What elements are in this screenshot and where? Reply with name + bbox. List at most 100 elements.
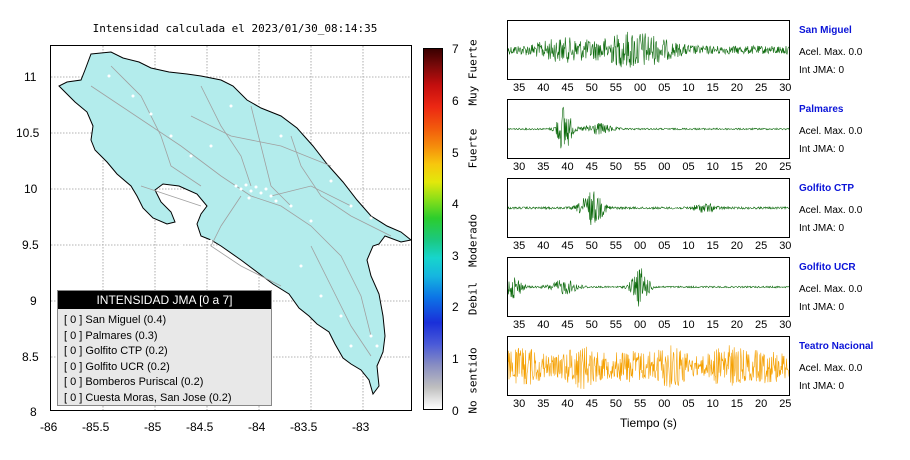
legend-row: [ 0 ] Palmares (0.3) [64,329,158,342]
time-axis-label: Tiempo (s) [620,416,677,430]
station-max-accel: Acel. Max. 0.0 [799,363,863,374]
trace-tick-label: 05 [682,161,695,173]
trace-tick-label: 10 [706,161,719,173]
trace-tick-label: 35 [513,240,526,252]
x-tick-label: -85 [144,420,162,434]
trace-tick-label: 35 [513,319,526,331]
trace-tick-label: 00 [658,398,671,410]
seismogram-trace[interactable] [507,257,790,317]
y-tick-label: 8 [30,405,37,419]
station-jma-intensity: Int JMA: 0 [799,381,845,392]
trace-waveform [507,268,790,307]
trace-tick-label: 30 [779,82,792,94]
station-name: San Miguel [799,25,852,36]
station-max-accel: Acel. Max. 0.0 [799,47,863,58]
station-jma-intensity: Int JMA: 0 [799,223,845,234]
trace-tick-label: 00 [634,319,647,331]
trace-tick-label: 30 [779,240,792,252]
colorbar-label: 1 [452,352,459,366]
station-name: Palmares [799,104,844,115]
trace-tick-label: 00 [658,161,671,173]
map-title: Intensidad calculada el 2023/01/30_08:14… [92,22,378,35]
trace-tick-label: 45 [561,240,574,252]
x-tick-label: -83.5 [290,420,318,434]
trace-tick-label: 05 [658,240,671,252]
trace-tick-label: 15 [706,82,719,94]
trace-tick-label: 15 [730,161,744,173]
trace-tick-label: 20 [730,82,744,94]
trace-waveform [507,345,790,390]
trace-tick-label: 45 [561,82,574,94]
y-tick-label: 10 [24,182,38,196]
trace-tick-label: 40 [537,240,550,252]
station-jma-intensity: Int JMA: 0 [799,144,845,155]
seismogram-trace[interactable] [507,20,790,80]
trace-tick-label: 55 [609,240,623,252]
x-tick-label: -84.5 [186,420,214,434]
map-roads [90,65,392,357]
trace-tick-label: 10 [682,82,695,94]
trace-tick-label: 50 [609,161,623,173]
trace-tick-label: 00 [634,82,647,94]
trace-tick-label: 45 [585,398,598,410]
colorbar-label: 2 [452,300,459,314]
intensity-colorbar [423,48,443,410]
trace-tick-label: 40 [561,398,574,410]
colorbar-word-moderado: Moderado [466,214,480,267]
trace-tick-label: 15 [706,240,719,252]
station-name: Golfito UCR [799,262,856,273]
seismogram-trace[interactable] [507,178,790,238]
trace-tick-label: 25 [779,161,792,173]
trace-tick-label: 45 [585,161,598,173]
trace-tick-label: 55 [609,319,623,331]
y-tick-label: 11 [24,70,37,84]
x-tick-label: -83 [352,420,370,434]
trace-tick-label: 45 [561,319,574,331]
colorbar-label: 4 [452,197,459,211]
trace-tick-label: 20 [755,161,768,173]
trace-tick-label: 35 [537,161,550,173]
trace-tick-label: 05 [682,398,695,410]
y-tick-label: 9.5 [22,238,39,252]
colorbar-label: 5 [452,146,459,160]
station-name: Teatro Nacional [799,341,874,352]
trace-tick-label: 30 [513,398,526,410]
legend-row: [ 0 ] San Miguel (0.4) [64,314,167,326]
x-tick-label: -86 [40,420,58,434]
colorbar-word-muy-fuerte: Muy Fuerte [466,39,480,106]
trace-tick-label: 40 [537,82,550,94]
y-tick-label: 10.5 [16,126,40,140]
trace-tick-label: 25 [755,240,768,252]
intensity-legend: INTENSIDAD JMA [0 a 7] [ 0 ] San Miguel … [57,290,272,406]
trace-tick-label: 50 [609,398,623,410]
trace-tick-label: 10 [706,398,719,410]
trace-tick-label: 20 [730,319,744,331]
colorbar-label: 7 [452,42,459,56]
legend-row: [ 0 ] Bomberos Puriscal (0.2) [64,376,204,388]
trace-tick-label: 50 [585,82,598,94]
colorbar-label: 0 [452,404,459,418]
trace-tick-label: 40 [561,161,574,173]
trace-tick-label: 55 [634,398,647,410]
trace-tick-label: 55 [609,82,623,94]
trace-waveform [507,106,790,149]
trace-tick-label: 15 [706,319,719,331]
trace-waveform [507,191,790,226]
station-max-accel: Acel. Max. 0.0 [799,205,863,216]
trace-tick-label: 30 [513,161,526,173]
trace-tick-label: 25 [755,319,768,331]
trace-tick-label: 00 [634,240,647,252]
legend-header: INTENSIDAD JMA [0 a 7] [58,291,271,309]
trace-tick-label: 55 [634,161,647,173]
trace-tick-label: 35 [537,398,550,410]
legend-row: [ 0 ] Golfito CTP (0.2) [64,345,168,357]
trace-tick-label: 25 [779,398,792,410]
trace-tick-label: 10 [682,319,695,331]
station-max-accel: Acel. Max. 0.0 [799,284,863,295]
seismogram-trace[interactable] [507,99,790,159]
trace-waveform [507,31,790,68]
x-tick-label: -84 [248,420,266,434]
station-max-accel: Acel. Max. 0.0 [799,126,863,137]
intensity-map[interactable] [50,45,413,411]
seismogram-trace[interactable] [507,336,790,396]
